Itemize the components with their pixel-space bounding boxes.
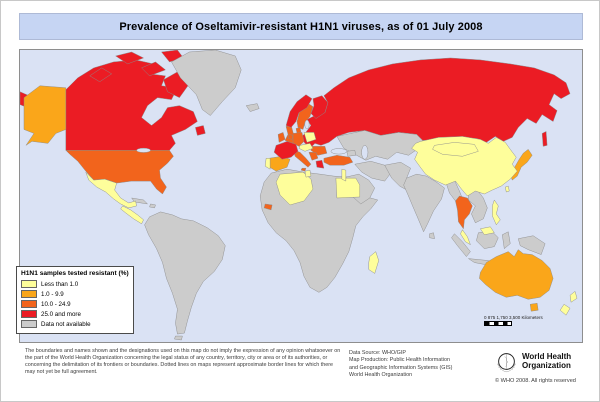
region-caucasus [346,150,357,157]
country-canada [65,59,198,151]
map-title: Prevalence of Oseltamivir-resistant H1N1… [119,20,483,33]
legend-swatch-yellow [21,280,37,288]
island-taiwan [505,185,510,193]
who-emblem-icon [497,353,516,373]
scale-bar-graphic [484,321,512,326]
legend-swatch-red [21,310,37,318]
country-madagascar [368,251,379,274]
country-greenland [171,50,242,116]
country-new-zealand-north [569,291,578,303]
legend-item-no-data: Data not available [21,319,129,329]
world-map-frame: H1N1 samples tested resistant (%) Less t… [16,49,583,343]
country-mexico [85,171,137,209]
data-source-block: Data Source: WHO/GIP Map Production: Pub… [349,350,453,378]
island-sicily [300,167,307,172]
country-new-zealand-south [559,304,571,316]
country-poland [303,132,317,143]
country-france [273,141,299,160]
island-sulawesi [502,231,511,249]
world-map [20,50,578,341]
region-levant [341,168,347,182]
country-china-mongolia [411,136,518,197]
who-logo-block: World Health Organization [495,350,571,373]
country-russia-sakhalin [541,131,548,147]
country-usa [65,150,174,195]
country-iran-iraq [354,161,391,182]
region-tierra-del-fuego [174,335,183,341]
country-senegal [263,203,273,211]
country-greece [315,160,325,169]
country-malaysia [460,229,471,245]
water-caspian-sea [361,145,369,160]
region-north-borneo [480,226,495,235]
island-new-guinea [518,235,546,255]
country-canada-arctic-2 [115,51,144,65]
legend-title: H1N1 samples tested resistant (%) [21,270,129,277]
region-alaska [23,85,67,146]
country-canada-arctic-3 [141,61,166,77]
legend-item-less-than-1: Less than 1.0 [21,279,129,289]
copyright-text: © WHO 2008. All rights reserved [495,378,576,384]
country-ireland [277,132,286,143]
legend-item-10-to-24: 10.0 - 24.9 [21,299,129,309]
country-egypt [335,177,361,199]
region-indochina [468,187,488,224]
country-canada-arctic-1 [89,67,112,83]
region-central-america [120,205,144,225]
legend-item-25-and-more: 25.0 and more [21,309,129,319]
who-wordmark: World Health Organization [522,352,572,370]
legend-swatch-dark-orange [21,300,37,308]
country-iceland [245,103,260,112]
region-czech-austria [298,143,314,152]
country-finland [310,95,329,119]
island-sumatra [451,233,471,257]
map-legend: H1N1 samples tested resistant (%) Less t… [16,266,134,334]
water-baltic-sea [304,119,310,130]
country-thailand [455,195,473,229]
map-title-bar: Prevalence of Oseltamivir-resistant H1N1… [19,13,583,40]
country-russia [300,57,571,148]
country-hispaniola [149,203,156,209]
country-italy [293,150,312,168]
island-tasmania [529,303,539,312]
country-canada-newfoundland [195,125,206,136]
legend-swatch-light-orange [21,290,37,298]
country-india [403,173,445,232]
map-scale-bar: 0 875 1,750 3,500 Kilometers [484,315,543,326]
region-balkans [308,152,319,161]
region-benelux [287,134,294,140]
legend-item-1-to-9: 1.0 - 9.9 [21,289,129,299]
border-mongolia [432,142,479,157]
country-philippines [492,199,501,226]
water-great-lakes [136,147,151,153]
country-spain [267,156,291,172]
country-cuba [131,197,148,205]
country-norway [285,94,313,128]
country-australia [479,249,554,300]
region-south-america [144,211,226,335]
country-tunisia [304,169,312,178]
country-portugal [264,158,271,170]
region-central-asia [336,130,423,161]
scale-text: 0 875 1,750 3,500 Kilometers [484,315,543,320]
country-turkey [323,155,354,166]
country-sri-lanka [429,232,435,239]
legend-swatch-gray [21,320,37,328]
boundaries-disclaimer: The boundaries and names shown and the d… [25,348,341,376]
water-black-sea [330,148,348,155]
country-germany [292,132,305,147]
